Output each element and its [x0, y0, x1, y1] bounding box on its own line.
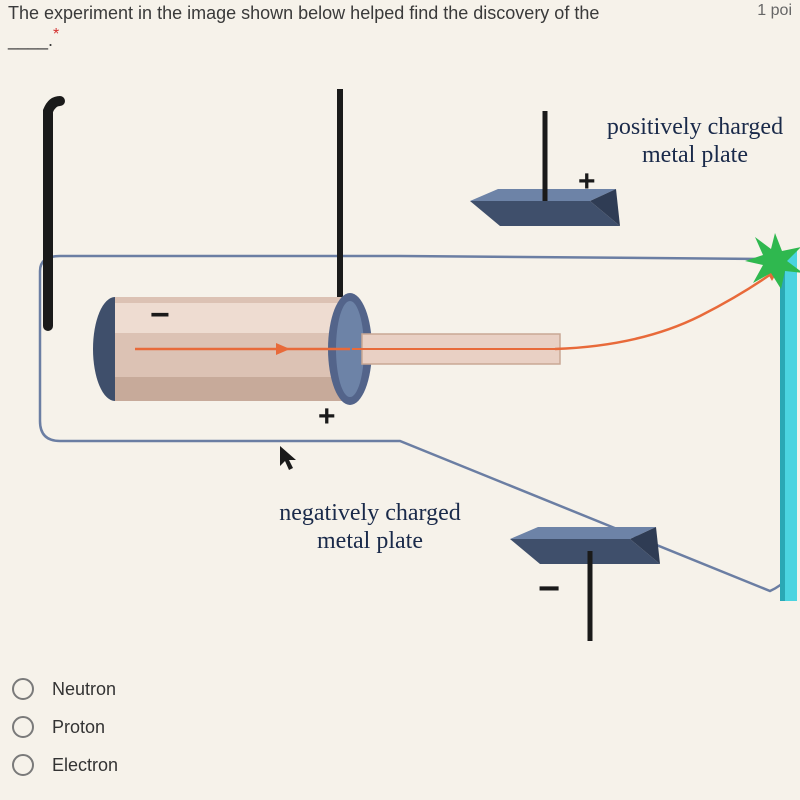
- option-electron[interactable]: Electron: [12, 754, 118, 776]
- points-label: 1 poi: [757, 2, 792, 20]
- required-marker: *: [53, 26, 59, 43]
- negative-plate: [510, 527, 660, 641]
- diagram: + − − + positively charged metal plate n…: [0, 61, 800, 641]
- question-line1: The experiment in the image shown below …: [8, 3, 599, 23]
- positive-plate-label: positively charged metal plate: [590, 113, 800, 169]
- negative-plate-label-l1: negatively charged: [279, 500, 460, 526]
- anode-plus: +: [318, 400, 336, 433]
- radio-icon[interactable]: [12, 716, 34, 738]
- cathode-minus: −: [150, 296, 170, 334]
- question-blank: ____.: [8, 30, 53, 50]
- phosphor-screen: [783, 251, 797, 601]
- question-header: The experiment in the image shown below …: [0, 0, 800, 51]
- negative-plate-label: negatively charged metal plate: [250, 499, 490, 555]
- cursor-icon: [280, 446, 296, 470]
- plus-sign: +: [578, 165, 596, 198]
- question-text: The experiment in the image shown below …: [8, 2, 749, 51]
- option-neutron[interactable]: Neutron: [12, 678, 118, 700]
- cylinder-shadow: [115, 377, 350, 401]
- radio-icon[interactable]: [12, 754, 34, 776]
- negative-plate-label-l2: metal plate: [317, 528, 423, 554]
- option-proton[interactable]: Proton: [12, 716, 118, 738]
- option-label: Proton: [52, 717, 105, 738]
- cathode-wire: [48, 101, 60, 326]
- beam-deflected: [555, 269, 778, 349]
- positive-plate-label-l1: positively charged: [607, 114, 783, 140]
- answer-options: Neutron Proton Electron: [0, 662, 118, 792]
- minus-sign: −: [538, 568, 560, 610]
- positive-plate-label-l2: metal plate: [642, 142, 748, 168]
- option-label: Neutron: [52, 679, 116, 700]
- option-label: Electron: [52, 755, 118, 776]
- phosphor-screen-edge: [780, 251, 785, 601]
- radio-icon[interactable]: [12, 678, 34, 700]
